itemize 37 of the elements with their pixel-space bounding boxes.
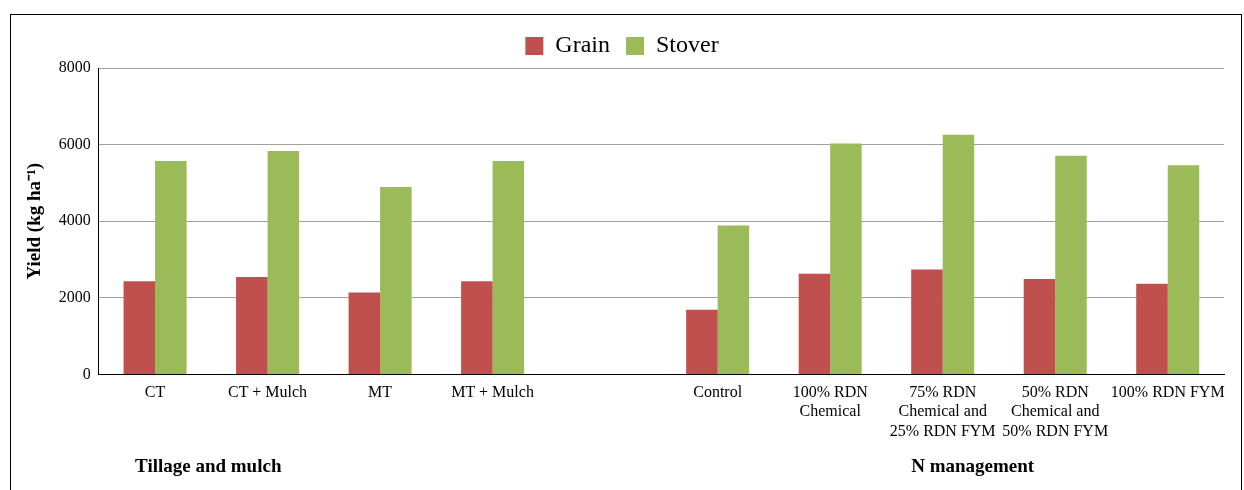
bar <box>717 225 750 374</box>
y-tick-label: 0 <box>82 364 91 382</box>
x-tick-label: MT <box>368 383 393 401</box>
x-tick-label: 100% RDN Chemical <box>792 383 869 420</box>
bar <box>1167 165 1200 374</box>
y-tick-label: 4000 <box>58 211 91 229</box>
legend-label: Grain <box>555 31 610 58</box>
y-tick-label: 6000 <box>58 134 91 152</box>
y-axis-title: Yield (kg ha⁻¹) <box>23 162 46 280</box>
bar <box>348 292 381 374</box>
bar <box>155 161 187 374</box>
x-tick-label: CT + Mulch <box>228 383 308 401</box>
bar <box>1055 155 1087 374</box>
text: Tillage and mulch <box>135 455 282 476</box>
legend-label: Stover <box>655 31 719 58</box>
x-tick-label: Control <box>693 383 743 401</box>
y-tick-label: 8000 <box>58 58 91 76</box>
bar <box>830 143 862 374</box>
x-tick-label: 50% RDN Chemical and 50% RDN FYM <box>1002 383 1109 439</box>
bar <box>123 281 156 374</box>
bar <box>686 309 718 374</box>
y-tick-label: 2000 <box>58 288 91 305</box>
bar <box>492 161 525 374</box>
bar <box>461 281 493 374</box>
bar <box>1023 279 1056 374</box>
x-tick-label: 75% RDN Chemical and 25% RDN FYM <box>889 383 996 439</box>
bar <box>236 277 268 374</box>
bar <box>1136 283 1168 374</box>
x-tick-label: CT <box>144 383 166 401</box>
bar <box>267 151 300 374</box>
text: N management <box>911 455 1035 476</box>
bar <box>942 134 975 374</box>
bar <box>911 269 943 374</box>
bar <box>380 187 412 374</box>
x-tick-label: 100% RDN FYM <box>1110 383 1225 401</box>
bar <box>798 273 831 374</box>
x-tick-label: MT + Mulch <box>451 383 534 401</box>
